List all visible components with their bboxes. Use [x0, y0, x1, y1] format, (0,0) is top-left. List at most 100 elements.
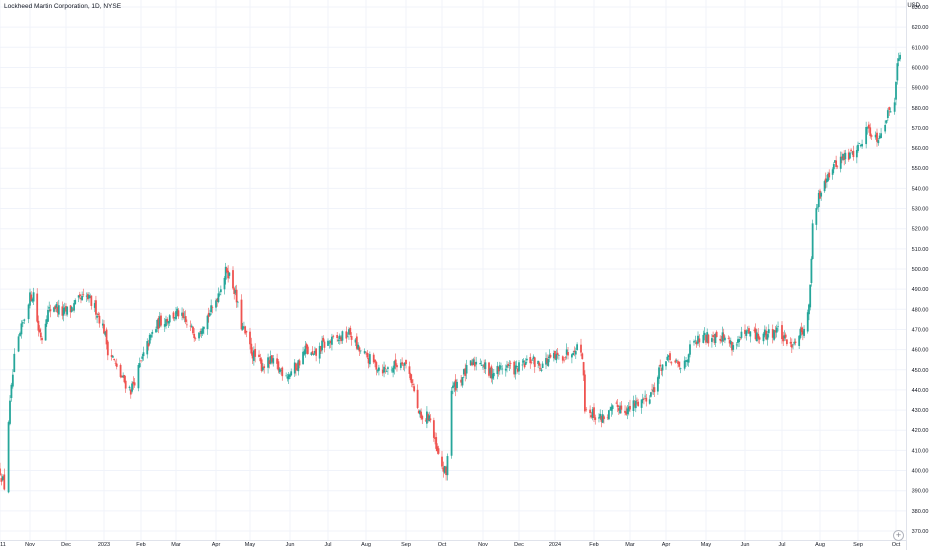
candle-up: [289, 374, 291, 377]
candle-up: [278, 368, 281, 373]
candle-up: [793, 341, 796, 344]
candle-up: [524, 362, 527, 365]
candle-up: [62, 308, 65, 316]
candle-down: [114, 362, 117, 364]
candle-up: [293, 362, 296, 374]
candle-up: [7, 422, 10, 493]
price-axis[interactable]: 630.00 620.00 610.00 600.00 590.00 580.00 570.…: [912, 5, 929, 535]
candle-down: [345, 331, 348, 339]
candle-up: [552, 353, 555, 359]
candle-down: [561, 356, 564, 361]
candle-up: [531, 359, 534, 361]
candle-down: [731, 342, 733, 351]
candle-up: [607, 410, 610, 420]
candle-down: [405, 359, 407, 365]
candle-down: [790, 344, 793, 348]
candle-down: [585, 409, 588, 410]
candle-down: [615, 402, 618, 404]
candle-up: [571, 354, 573, 358]
candle-up: [272, 358, 275, 364]
y-tick-label: 580.00: [912, 106, 929, 112]
candle-up: [183, 316, 186, 318]
candle-down: [374, 359, 376, 363]
candle-up: [151, 331, 154, 334]
candle-up: [392, 367, 394, 373]
x-tick-label: Mar: [171, 542, 181, 548]
candle-up: [53, 307, 55, 312]
candle-down: [106, 341, 109, 356]
candle-down: [41, 337, 43, 341]
candle-up: [218, 294, 221, 295]
candle-down: [349, 327, 352, 335]
candle-down: [867, 124, 870, 129]
candle-up: [897, 58, 900, 62]
time-axis[interactable]: 11 Nov Dec 2023 Feb Mar Apr May Jun Jul Aug Sep Oct N…: [0, 542, 901, 548]
candle-down: [65, 306, 67, 312]
candle-down: [435, 437, 438, 449]
candle-up: [498, 365, 501, 370]
x-tick-label: Oct: [892, 542, 901, 548]
y-tick-label: 560.00: [912, 146, 929, 152]
candle-up: [21, 322, 24, 324]
candle-up: [496, 365, 499, 375]
candle-down: [37, 320, 40, 331]
candle-down: [78, 294, 81, 297]
candle-up: [224, 266, 227, 280]
candle-down: [529, 357, 532, 364]
candle-up: [508, 365, 511, 366]
candle-down: [72, 308, 74, 310]
candle-up: [665, 361, 667, 367]
candle-down: [166, 319, 169, 322]
x-tick-label: Apr: [212, 542, 221, 548]
candle-down: [852, 150, 855, 158]
candle-up: [452, 385, 454, 389]
grid-layer: [0, 0, 906, 540]
candle-down: [358, 347, 361, 352]
candle-up: [302, 351, 304, 365]
candle-up: [686, 360, 689, 363]
candle-down: [115, 363, 118, 367]
candle-down: [216, 298, 219, 302]
candle-up: [66, 306, 69, 315]
x-tick-label: Oct: [438, 542, 447, 548]
candle-down: [260, 359, 263, 371]
candle-down: [836, 166, 839, 167]
x-tick-label: Nov: [478, 542, 488, 548]
candle-up: [165, 319, 167, 327]
candle-up: [574, 351, 577, 355]
candle-up: [359, 350, 362, 352]
candle-up: [85, 295, 88, 297]
candle-down: [319, 345, 322, 352]
candle-down: [119, 364, 122, 377]
candle-down: [417, 410, 420, 414]
candle-up: [142, 352, 145, 357]
chart-settings-icon[interactable]: +: [893, 530, 904, 541]
y-tick-label: 410.00: [912, 448, 929, 454]
candle-down: [460, 379, 463, 383]
candle-up: [521, 364, 524, 366]
candle-down: [513, 361, 516, 375]
candle-up: [267, 357, 269, 368]
candle-down: [600, 416, 603, 422]
candle-down: [410, 379, 413, 384]
candle-down: [629, 405, 631, 410]
candle-up: [803, 328, 805, 336]
candle-down: [590, 415, 593, 418]
candle-down: [240, 299, 243, 330]
candle-down: [786, 339, 788, 345]
candle-up: [96, 315, 98, 318]
currency-label[interactable]: USD: [907, 3, 920, 9]
candle-down: [720, 340, 723, 342]
candle-down: [199, 331, 202, 332]
candle-up: [243, 327, 245, 328]
candle-up: [766, 334, 769, 340]
candle-up: [775, 327, 778, 333]
candle-down: [624, 410, 626, 413]
candle-down: [384, 368, 387, 370]
candle-up: [141, 356, 144, 359]
candle-down: [616, 404, 619, 408]
candle-down: [132, 381, 135, 384]
candle-down: [573, 350, 576, 353]
